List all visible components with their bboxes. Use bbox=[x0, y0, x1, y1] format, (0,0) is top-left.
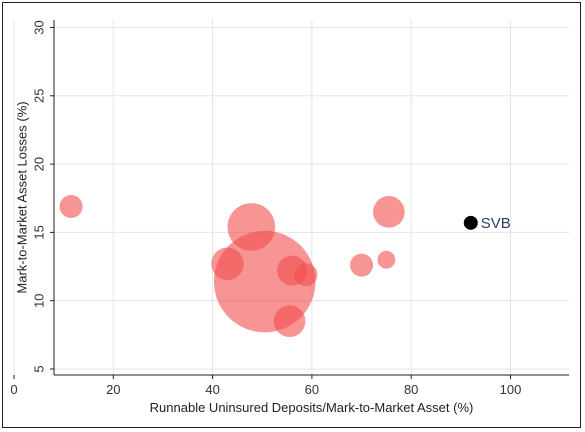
y-tick-label: 30 bbox=[32, 20, 47, 34]
y-tick-label: 25 bbox=[32, 89, 47, 103]
grid-lines bbox=[13, 20, 569, 375]
bubbles: SVB bbox=[59, 194, 511, 338]
y-tick-label: 20 bbox=[32, 157, 47, 171]
x-tick-label: 60 bbox=[305, 382, 319, 397]
tick-labels: 0 20 40 60 80 100 5 10 15 20 25 30 bbox=[10, 20, 521, 397]
x-tick-label: 40 bbox=[205, 382, 219, 397]
bubble-point bbox=[377, 250, 396, 269]
x-tick-label: 80 bbox=[404, 382, 418, 397]
scatter-chart: SVB 0 20 40 60 80 100 5 10 15 20 25 30 Runnable Uni… bbox=[10, 20, 569, 415]
x-tick-label: 20 bbox=[106, 382, 120, 397]
bubble-point bbox=[373, 196, 405, 228]
x-tick-label: 0 bbox=[10, 382, 17, 397]
bubble-point bbox=[273, 305, 306, 338]
bubble-point bbox=[294, 263, 318, 287]
bubble-point bbox=[59, 194, 83, 218]
svb-point bbox=[463, 215, 478, 230]
bubble-point bbox=[350, 253, 374, 277]
x-axis-title: Runnable Uninsured Deposits/Mark-to-Mark… bbox=[150, 400, 474, 415]
y-tick-label: 15 bbox=[32, 225, 47, 239]
y-axis-title: Mark-to-Market Asset Losses (%) bbox=[15, 101, 30, 293]
chart-frame: SVB 0 20 40 60 80 100 5 10 15 20 25 30 Runnable Uni… bbox=[2, 2, 581, 428]
svb-label: SVB bbox=[481, 215, 511, 232]
y-tick-label: 5 bbox=[32, 365, 47, 372]
x-tick-label: 100 bbox=[500, 382, 522, 397]
axes bbox=[13, 20, 569, 379]
y-tick-label: 10 bbox=[32, 293, 47, 307]
